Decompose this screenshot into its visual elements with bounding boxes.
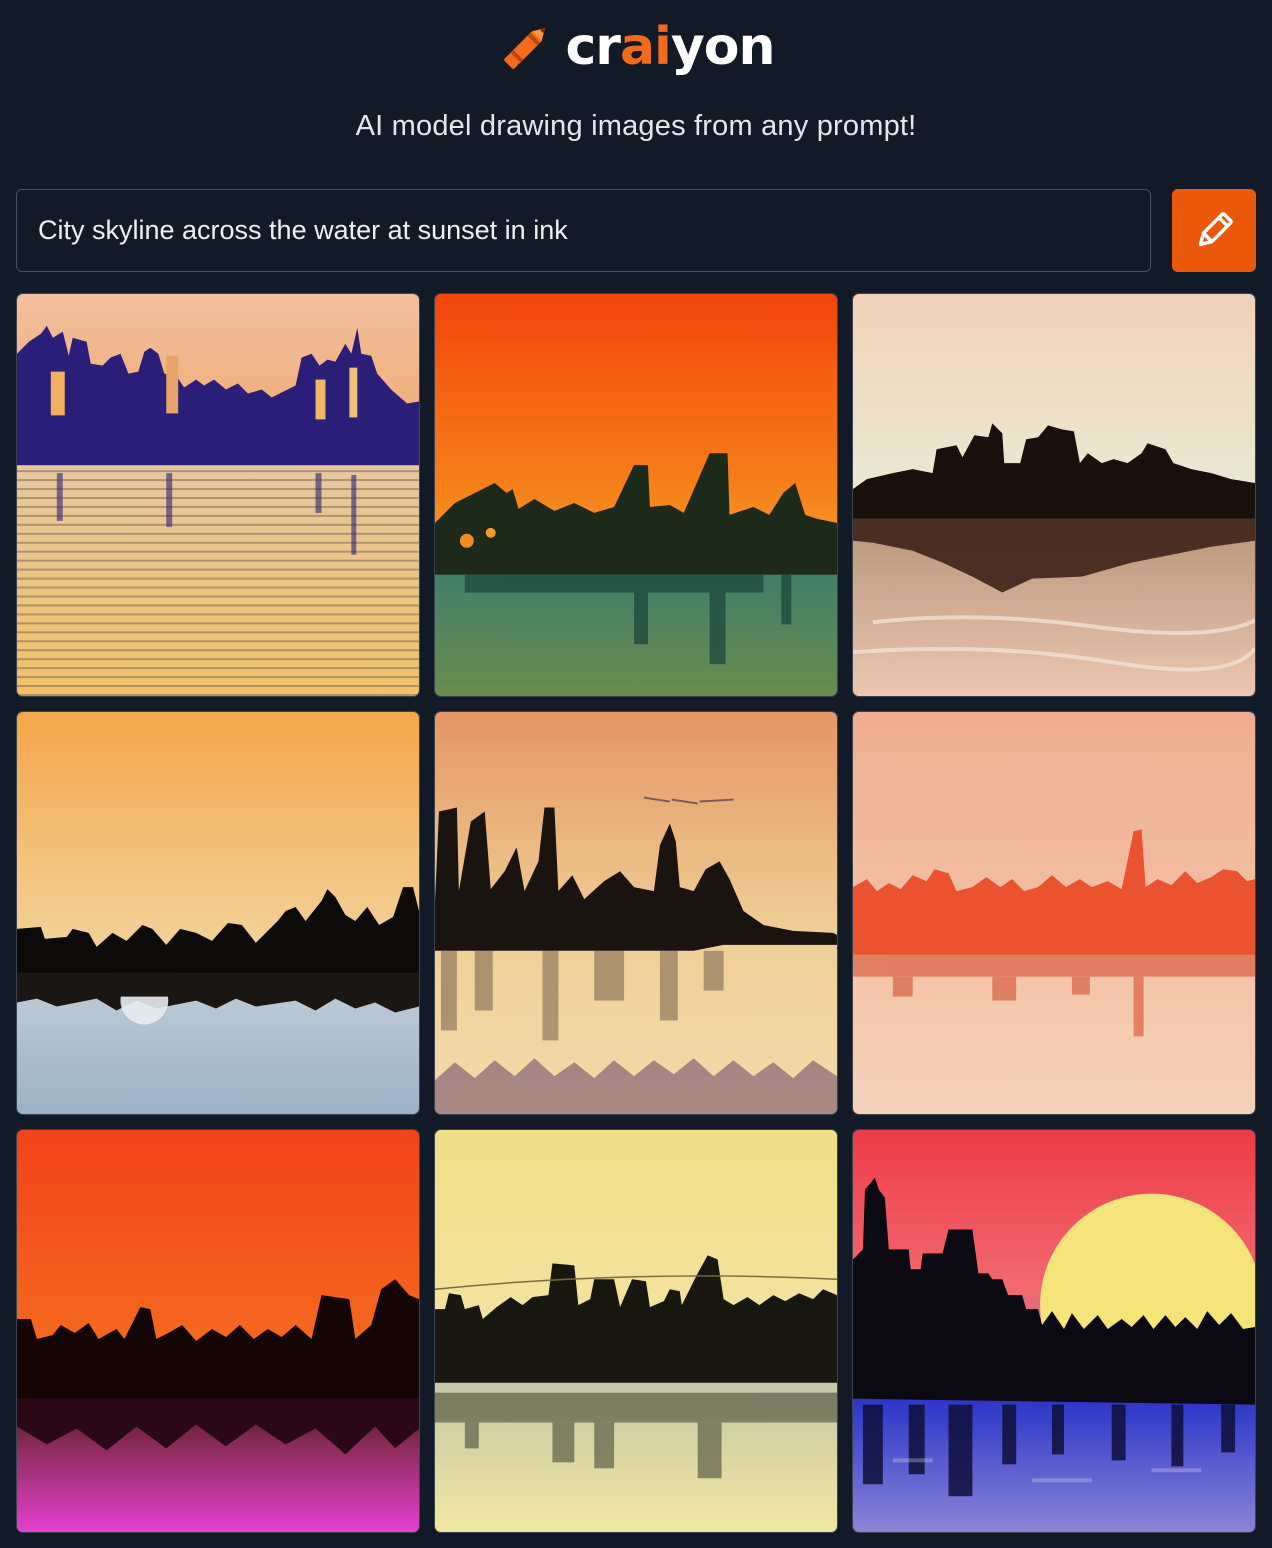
brand-logo[interactable]: craiyon — [0, 18, 1272, 76]
result-image-8[interactable] — [434, 1129, 838, 1533]
generated-image-8 — [435, 1130, 837, 1532]
result-image-1[interactable] — [16, 293, 420, 697]
pencil-icon — [1198, 211, 1233, 246]
draw-button[interactable] — [1172, 189, 1256, 272]
generated-image-4 — [17, 712, 419, 1114]
prompt-input[interactable] — [17, 190, 1150, 271]
result-image-4[interactable] — [16, 711, 420, 1115]
result-image-3[interactable] — [852, 293, 1256, 697]
generated-image-3 — [853, 294, 1255, 696]
result-image-6[interactable] — [852, 711, 1256, 1115]
brand-wordmark: craiyon — [565, 21, 775, 73]
results-grid — [16, 293, 1256, 1533]
brand-name-highlight: ai — [619, 17, 672, 77]
generated-image-9 — [853, 1130, 1255, 1532]
generated-image-2 — [435, 294, 837, 696]
generated-image-7 — [17, 1130, 419, 1532]
tagline: AI model drawing images from any prompt! — [355, 110, 917, 142]
result-image-2[interactable] — [434, 293, 838, 697]
brand-name-prefix: cr — [565, 17, 620, 77]
generated-image-6 — [853, 712, 1255, 1114]
result-image-9[interactable] — [852, 1129, 1256, 1533]
crayon-icon — [504, 27, 546, 69]
result-image-5[interactable] — [434, 711, 838, 1115]
result-image-7[interactable] — [16, 1129, 420, 1533]
generated-image-5 — [435, 712, 837, 1114]
generated-image-1 — [17, 294, 419, 696]
brand-name-suffix: yon — [670, 17, 776, 77]
prompt-box — [16, 189, 1151, 272]
